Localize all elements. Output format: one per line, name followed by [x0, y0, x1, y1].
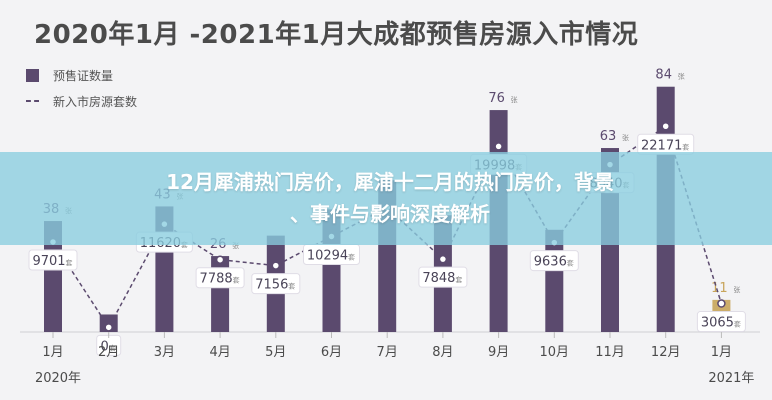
x-tick-label: 5月 — [265, 345, 286, 360]
line-point — [494, 142, 503, 151]
bar-unit-label: 张 — [511, 95, 518, 104]
line-label-box — [195, 267, 245, 289]
year-label: 2020年 — [35, 371, 81, 386]
x-tick-label: 11月 — [595, 345, 625, 360]
line-point — [215, 255, 225, 264]
bar-data-label: 84 — [655, 68, 672, 83]
bar-unit-label: 张 — [678, 72, 685, 81]
line-data-label: 9636 — [534, 255, 567, 270]
line-point — [438, 254, 448, 264]
line-data-label: 9701 — [32, 254, 65, 269]
x-tick-label: 9月 — [488, 345, 509, 360]
x-tick-label: 3月 — [154, 345, 175, 360]
line-unit-label: 套 — [66, 258, 73, 267]
x-tick-label: 8月 — [432, 345, 453, 360]
line-point — [271, 261, 281, 270]
x-tick-label: 10月 — [540, 345, 570, 360]
line-label-box — [418, 266, 468, 288]
line-data-label: 7848 — [422, 271, 455, 286]
banner-line-1: 12月犀浦热门房价，犀浦十二月的热门房价，背景 — [166, 170, 614, 194]
line-unit-label: 套 — [348, 252, 355, 261]
x-tick-label: 1月 — [42, 345, 63, 360]
bar-data-label: 76 — [488, 91, 505, 106]
line-data-label: 10294 — [307, 248, 348, 263]
legend: 预售证数量 新入市房源套数 — [26, 62, 137, 114]
legend-line-swatch — [26, 100, 39, 102]
title-banner — [0, 152, 772, 245]
x-tick-label: 7月 — [377, 345, 398, 360]
legend-item-bar: 预售证数量 — [26, 62, 137, 88]
x-tick-label: 4月 — [209, 345, 230, 360]
line-unit-label: 套 — [455, 275, 462, 284]
banner-text: 12月犀浦热门房价，犀浦十二月的热门房价，背景 、事件与影响深度解析 — [24, 166, 756, 230]
line-point — [717, 299, 726, 308]
chart-title: 2020年1月 -2021年1月大成都预售房源入市情况 — [34, 20, 639, 50]
bar-unit-label: 张 — [733, 285, 740, 294]
bar-unit-label: 张 — [232, 241, 239, 250]
x-tick-label: 6月 — [321, 345, 342, 360]
line-label-box — [28, 249, 78, 271]
line-data-label: 3065 — [701, 316, 734, 331]
banner-line-2: 、事件与影响深度解析 — [290, 202, 490, 226]
legend-bar-label: 预售证数量 — [53, 68, 114, 83]
line-unit-label: 套 — [288, 282, 295, 291]
line-label-box — [251, 273, 301, 295]
x-tick-label: 12月 — [651, 345, 681, 360]
line-label-box — [696, 311, 746, 333]
legend-item-line: 新入市房源套数 — [26, 88, 137, 114]
line-data-label: 7156 — [255, 278, 288, 293]
legend-line-label: 新入市房源套数 — [53, 94, 138, 109]
bar-data-label: 11 — [711, 281, 728, 296]
line-unit-label: 套 — [734, 320, 741, 329]
legend-bar-swatch — [26, 68, 39, 82]
line-unit-label: 套 — [567, 259, 574, 268]
line-data-label: 0 — [101, 339, 109, 354]
line-unit-label: 套 — [109, 343, 116, 352]
year-label: 2021年 — [708, 371, 754, 386]
x-tick-label: 1月 — [711, 345, 732, 360]
line-point — [104, 323, 113, 332]
line-unit-label: 套 — [233, 276, 240, 285]
line-label-box — [529, 250, 579, 272]
bar-data-label: 63 — [600, 129, 617, 144]
x-tick-label: 2月 — [98, 345, 119, 360]
line-data-label: 22171 — [641, 138, 682, 153]
line-unit-label: 套 — [682, 142, 689, 151]
line-point — [661, 122, 670, 131]
line-data-label: 7788 — [200, 272, 233, 287]
bar-unit-label: 张 — [622, 133, 629, 142]
